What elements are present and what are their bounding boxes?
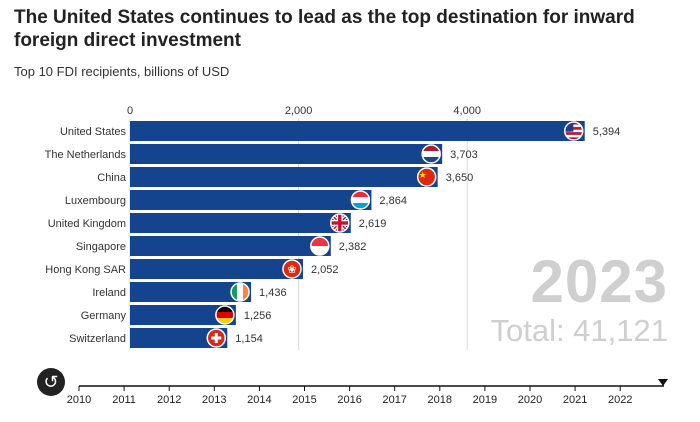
- timeline-year-label[interactable]: 2018: [428, 394, 452, 406]
- category-label: United States: [60, 126, 127, 138]
- replay-icon: ↺: [43, 372, 59, 392]
- category-label: Ireland: [92, 287, 126, 299]
- flag-de-icon: [215, 305, 235, 325]
- bar: [130, 144, 443, 164]
- value-label: 1,256: [244, 310, 272, 322]
- timeline-year-label[interactable]: 2017: [382, 394, 406, 406]
- replay-button[interactable]: ↺: [37, 368, 65, 396]
- flag-us-icon: [563, 121, 584, 141]
- bar: [130, 282, 252, 302]
- timeline-year-label[interactable]: 2022: [608, 394, 632, 406]
- current-year-label: 2023: [530, 248, 668, 315]
- bar: [130, 236, 331, 256]
- category-label: Switzerland: [69, 333, 126, 345]
- bar: [130, 259, 303, 279]
- flag-hk-icon: ❀: [282, 259, 302, 279]
- timeline-year-label[interactable]: 2011: [112, 394, 136, 406]
- timeline-year-label[interactable]: 2014: [247, 394, 271, 406]
- timeline-playhead[interactable]: [658, 379, 668, 386]
- timeline-year-label[interactable]: 2020: [518, 394, 542, 406]
- timeline-year-label[interactable]: 2013: [202, 394, 226, 406]
- x-tick-label: 2,000: [285, 105, 313, 117]
- timeline-year-label[interactable]: 2019: [473, 394, 497, 406]
- flag-ch-icon: [206, 328, 227, 348]
- value-label: 3,703: [450, 149, 478, 161]
- bar: [130, 305, 236, 325]
- value-label: 1,154: [235, 333, 263, 345]
- category-label: China: [97, 172, 127, 184]
- svg-text:❀: ❀: [287, 264, 296, 276]
- bar: [130, 328, 228, 348]
- chart-title: The United States continues to lead as t…: [14, 7, 635, 51]
- flag-ie-icon: [230, 282, 250, 302]
- value-label: 2,619: [359, 218, 387, 230]
- value-label: 5,394: [593, 126, 621, 138]
- category-label: United Kingdom: [48, 218, 126, 230]
- timeline-year-label[interactable]: 2016: [337, 394, 361, 406]
- category-label: Hong Kong SAR: [45, 264, 126, 276]
- flag-nl-icon: [421, 144, 441, 164]
- svg-text:★: ★: [419, 170, 427, 180]
- bar: [130, 213, 351, 233]
- chart-subtitle: Top 10 FDI recipients, billions of USD: [14, 64, 230, 79]
- category-label: Singapore: [76, 241, 126, 253]
- flag-sg-icon: [310, 236, 330, 256]
- category-label: Luxembourg: [65, 195, 126, 207]
- value-label: 2,382: [339, 241, 367, 253]
- flag-gb-icon: [330, 213, 350, 233]
- value-label: 3,650: [446, 172, 474, 184]
- flag-cn-icon: ★: [416, 167, 437, 187]
- x-tick-label: 0: [127, 105, 133, 117]
- x-tick-label: 4,000: [453, 105, 481, 117]
- bar: [130, 167, 438, 187]
- timeline-year-label[interactable]: 2021: [563, 394, 587, 406]
- category-label: The Netherlands: [45, 149, 127, 161]
- timeline-year-label[interactable]: 2015: [292, 394, 316, 406]
- flag-lu-icon: [350, 190, 371, 210]
- value-label: 2,052: [311, 264, 339, 276]
- timeline-year-label[interactable]: 2012: [157, 394, 181, 406]
- value-label: 1,436: [259, 287, 287, 299]
- total-label: Total: 41,121: [490, 313, 668, 348]
- bar: [130, 121, 585, 141]
- bar: [130, 190, 372, 210]
- timeline-year-label[interactable]: 2010: [67, 394, 91, 406]
- category-label: Germany: [81, 310, 127, 322]
- value-label: 2,864: [379, 195, 407, 207]
